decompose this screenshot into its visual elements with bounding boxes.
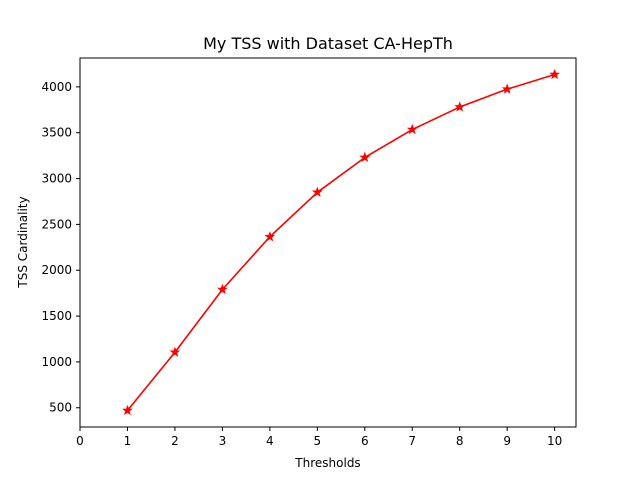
data-point-marker [454,101,466,112]
axes: 0 1 2 3 4 5 6 7 8 9 10 500 1000 1500 2000 2500 3000 3500 4… [41,80,562,448]
x-tick-label: 6 [361,434,369,448]
data-point-marker [122,404,133,416]
y-axis-label: TSS Cardinality [16,196,30,288]
data-point-marker [406,123,418,135]
data-point-marker [169,346,181,357]
y-tick-label: 3500 [41,126,72,140]
data-point-marker [217,283,228,295]
x-tick-label: 7 [408,434,416,448]
x-tick-label: 2 [171,434,179,448]
y-tick-label: 500 [49,401,72,415]
x-axis-label: Thresholds [294,456,360,470]
plot-border [79,57,577,428]
x-tick-label: 0 [76,434,84,448]
data-point-marker [264,231,276,242]
series-line [126,73,555,412]
y-tick-label: 3000 [41,172,72,186]
x-tick-label: 4 [266,434,274,448]
x-tick-label: 1 [124,434,132,448]
chart-title: My TSS with Dataset CA-HepTh [203,34,453,53]
x-tick-label: 10 [547,434,562,448]
y-tick-label: 2000 [41,263,72,277]
y-tick-label: 1000 [41,355,72,369]
x-tick-label: 9 [503,434,511,448]
data-point-marker [311,186,323,197]
y-tick-label: 1500 [41,309,72,323]
plot-frame [79,57,577,428]
data-point-marker [549,68,561,80]
data-point-marker [359,151,371,163]
data-point-marker [501,83,513,94]
x-tick-label: 3 [219,434,227,448]
x-tick-label: 5 [314,434,322,448]
y-tick-label: 2500 [41,217,72,231]
y-tick-label: 4000 [41,80,72,94]
series-layer [122,68,561,416]
x-tick-label: 8 [456,434,464,448]
